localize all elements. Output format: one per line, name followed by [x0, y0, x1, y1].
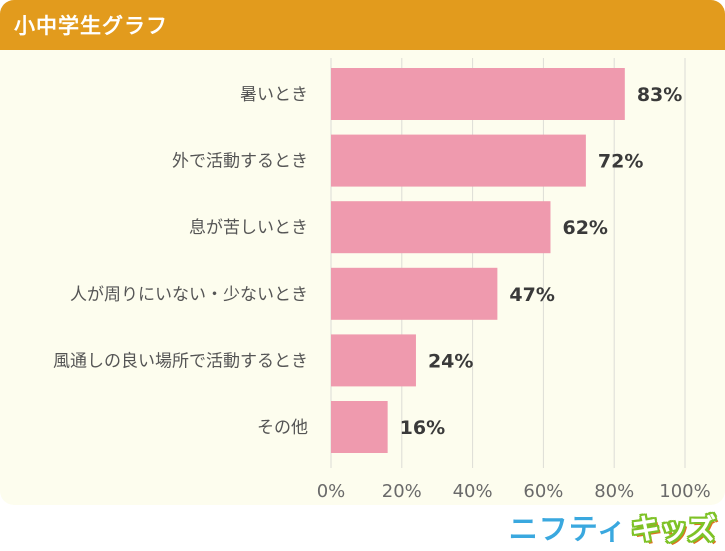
data-label: 16% [400, 417, 445, 439]
bar [331, 68, 625, 120]
category-label: 人が周りにいない・少ないとき [70, 285, 308, 305]
logo-text-kids: キッズ [630, 512, 716, 546]
category-label: その他 [257, 418, 308, 438]
chart-header: 小中学生グラフ [0, 0, 725, 50]
bar-chart: 0% 20% 40% 60% 80% 100% 暑いとき 83% 外で活動するとき 72% 息が苦し… [53, 58, 711, 502]
data-label: 24% [428, 350, 473, 372]
bar [331, 267, 498, 320]
category-label: 息が苦しいとき [189, 218, 308, 238]
category-label: 風通しの良い場所で活動するとき [53, 351, 308, 371]
x-tick-label: 80% [594, 481, 634, 502]
bar [331, 334, 416, 387]
x-tick-label: 20% [382, 481, 422, 502]
bar [331, 134, 586, 187]
data-label: 83% [637, 84, 682, 106]
x-tick-label: 40% [453, 481, 493, 502]
data-label: 72% [598, 151, 643, 173]
bar [331, 401, 388, 453]
data-label: 47% [509, 284, 554, 306]
bar [331, 201, 551, 254]
nifty-kids-logo: ニフティ キッズ [508, 507, 716, 547]
x-tick-label: 100% [659, 481, 710, 502]
x-tick-label: 60% [523, 481, 563, 502]
category-label: 暑いとき [240, 85, 308, 105]
data-label: 62% [562, 217, 607, 239]
x-tick-label: 0% [317, 481, 346, 502]
logo-text-nifty: ニフティ [508, 512, 627, 546]
chart-title: 小中学生グラフ [14, 14, 168, 38]
category-label: 外で活動するとき [172, 152, 308, 172]
